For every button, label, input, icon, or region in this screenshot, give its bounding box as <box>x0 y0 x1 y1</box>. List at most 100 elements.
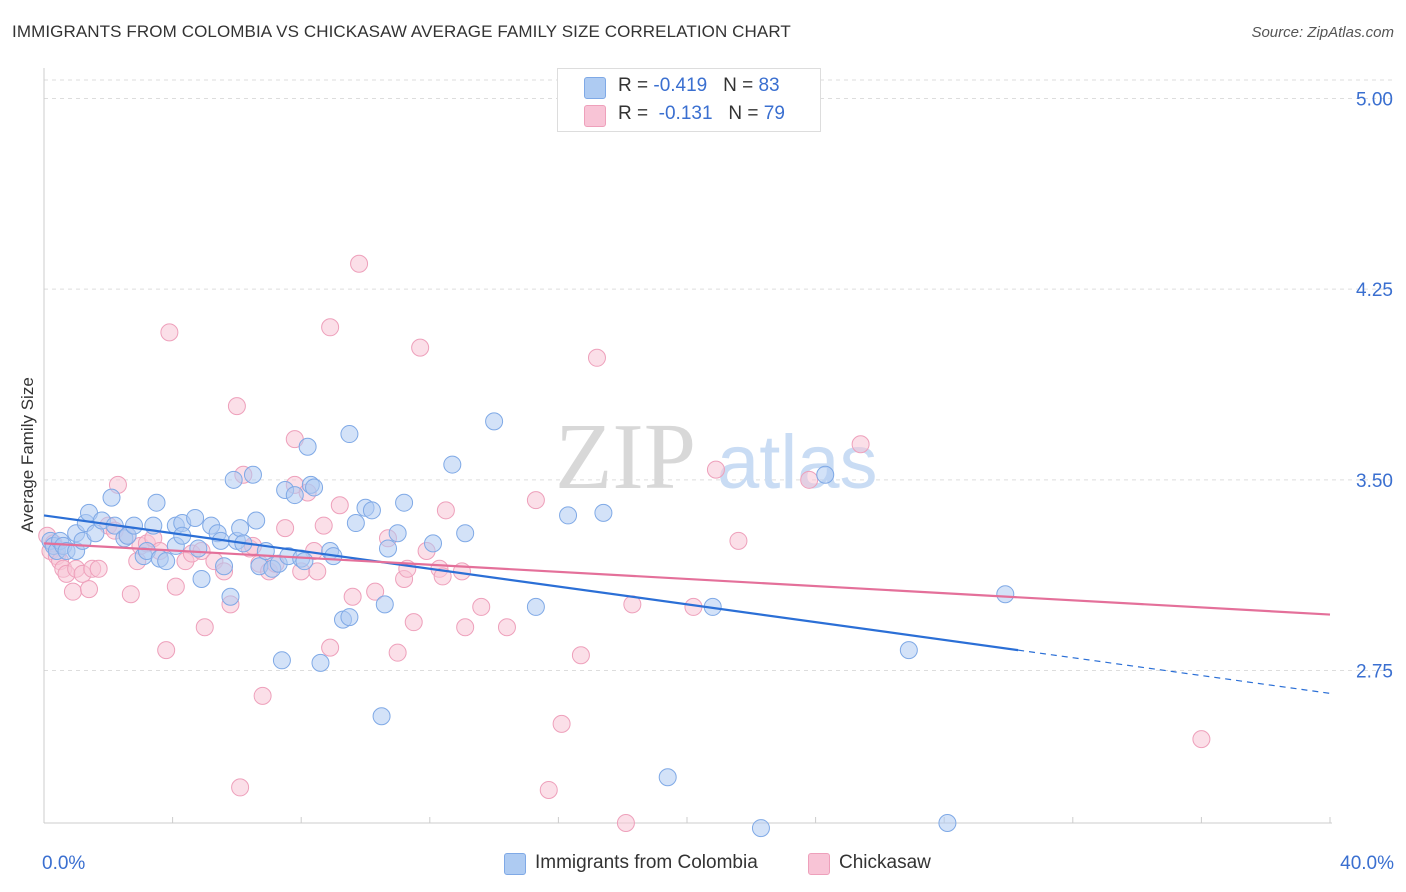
chickasaw-point <box>587 348 606 367</box>
colombia-point <box>899 641 918 660</box>
colombia-point <box>305 478 324 497</box>
y-tick-label: 2.75 <box>1356 661 1393 682</box>
colombia-point <box>231 519 250 538</box>
colombia-point <box>456 524 475 543</box>
source-note: Source: ZipAtlas.com <box>1251 24 1394 41</box>
colombia-point <box>340 425 359 444</box>
chickasaw-point <box>308 562 327 581</box>
chickasaw-point <box>526 491 545 510</box>
y-tick-label: 3.50 <box>1356 471 1393 492</box>
chickasaw-point <box>166 577 185 596</box>
legend-swatch-pink <box>584 105 606 127</box>
colombia-trend-extension <box>1018 649 1331 694</box>
colombia-point <box>594 503 613 522</box>
chickasaw-point <box>497 618 516 637</box>
colombia-point <box>816 465 835 484</box>
chickasaw-point <box>851 435 870 454</box>
colombia-point <box>147 493 166 512</box>
chickasaw-point <box>472 597 491 616</box>
colombia-point <box>340 608 359 627</box>
chickasaw-point <box>276 519 295 538</box>
chickasaw-point <box>314 516 333 535</box>
axes <box>43 68 1332 824</box>
chickasaw-point <box>366 582 385 601</box>
colombia-point <box>243 465 262 484</box>
chickasaw-point <box>729 531 748 550</box>
chickasaw-point <box>321 318 340 337</box>
bottom-legend-swatch-pink <box>808 853 830 875</box>
chickasaw-point <box>253 686 272 705</box>
x-tick-label-max: 40.0% <box>1340 853 1394 874</box>
chickasaw-point <box>1192 730 1211 749</box>
chickasaw-point <box>539 780 558 799</box>
colombia-point <box>559 506 578 525</box>
chickasaw-point <box>195 618 214 637</box>
trend-lines <box>43 514 1331 694</box>
colombia-point <box>215 557 234 576</box>
data-points <box>38 254 1211 838</box>
colombia-point <box>375 595 394 614</box>
chickasaw-point <box>350 254 369 273</box>
colombia-point <box>272 651 291 670</box>
colombia-point <box>485 412 504 431</box>
colombia-point <box>443 455 462 474</box>
chickasaw-point <box>571 646 590 665</box>
colombia-point <box>298 437 317 456</box>
chickasaw-point <box>330 496 349 515</box>
grid-lines <box>44 79 1392 671</box>
colombia-point <box>295 552 314 571</box>
colombia-point <box>658 768 677 787</box>
chickasaw-point <box>63 582 82 601</box>
chickasaw-point <box>231 778 250 797</box>
watermark-atlas: atlas <box>717 420 878 505</box>
chickasaw-point <box>160 323 179 342</box>
chickasaw-point <box>616 814 635 832</box>
bottom-legend-label-chickasaw: Chickasaw <box>839 852 931 873</box>
bottom-legend-swatch-blue <box>504 853 526 875</box>
chickasaw-point <box>321 638 340 657</box>
y-axis-label: Average Family Size <box>18 377 37 533</box>
chickasaw-point <box>800 470 819 489</box>
colombia-point <box>395 493 414 512</box>
chickasaw-point <box>343 587 362 606</box>
chickasaw-point <box>411 338 430 357</box>
colombia-point <box>102 488 121 507</box>
colombia-point <box>388 524 407 543</box>
chickasaw-point <box>89 559 108 578</box>
chickasaw-point <box>227 397 246 416</box>
chickasaw-point <box>157 641 176 660</box>
colombia-point <box>996 585 1015 604</box>
colombia-point <box>189 539 208 558</box>
colombia-point <box>192 569 211 588</box>
colombia-point <box>526 597 545 616</box>
colombia-point <box>938 814 957 832</box>
colombia-point <box>224 470 243 489</box>
colombia-point <box>125 516 144 535</box>
tick-labels: 2.75 3.50 4.25 5.00 0.0% 40.0% <box>42 90 1394 874</box>
colombia-point <box>311 653 330 672</box>
correlation-legend: R = -0.419 N = 83 R = -0.131 N = 79 <box>557 68 821 132</box>
y-tick-label: 5.00 <box>1356 90 1393 111</box>
bottom-legend-label-colombia: Immigrants from Colombia <box>535 852 758 873</box>
colombia-point <box>247 511 266 530</box>
legend-stats-colombia: R = -0.419 N = 83 <box>618 75 780 96</box>
chickasaw-point <box>404 613 423 632</box>
chickasaw-trend-line <box>43 542 1331 616</box>
colombia-point <box>186 508 205 527</box>
chickasaw-point <box>706 460 725 479</box>
colombia-point <box>285 486 304 505</box>
colombia-point <box>751 819 770 838</box>
watermark: ZIP atlas <box>555 405 878 509</box>
y-tick-label: 4.25 <box>1356 280 1393 301</box>
colombia-point <box>362 501 381 520</box>
colombia-point <box>424 534 443 553</box>
legend-stats-chickasaw: R = -0.131 N = 79 <box>618 103 785 124</box>
colombia-point <box>379 539 398 558</box>
legend-swatch-blue <box>584 77 606 99</box>
colombia-point <box>221 587 240 606</box>
colombia-point <box>157 552 176 571</box>
chickasaw-point <box>121 585 140 604</box>
chickasaw-point <box>552 714 571 733</box>
chickasaw-point <box>80 580 99 599</box>
